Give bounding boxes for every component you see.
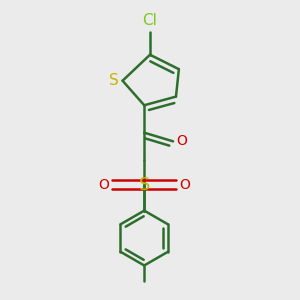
Text: O: O <box>179 178 190 192</box>
Text: Cl: Cl <box>142 13 158 28</box>
Text: O: O <box>176 134 187 148</box>
Text: O: O <box>99 178 110 192</box>
Text: S: S <box>110 73 119 88</box>
Text: S: S <box>139 176 150 194</box>
